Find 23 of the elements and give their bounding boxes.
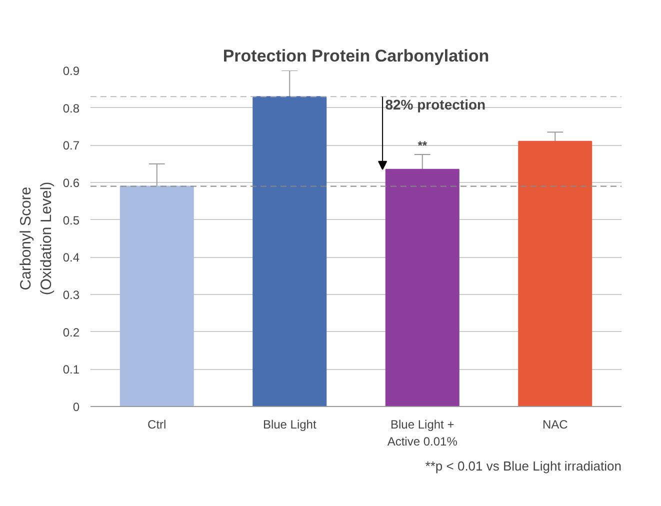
bar <box>252 96 327 406</box>
chart-title: Protection Protein Carbonylation <box>222 46 490 66</box>
y-tick-label: 0.4 <box>62 250 80 265</box>
x-tick-label: NAC <box>542 418 568 432</box>
text: **p < 0.01 vs Blue Light irradiation <box>425 458 622 474</box>
x-tick-label: Blue Light + Active 0.01% <box>387 418 458 448</box>
y-tick-label: 0.8 <box>62 101 80 116</box>
y-axis-title: Carbonyl Score (Oxidation Level) <box>17 182 55 296</box>
bar <box>120 186 194 406</box>
y-tick-label: 0.9 <box>62 64 80 78</box>
x-tick-label: Ctrl <box>148 418 166 432</box>
x-tick-label: Blue Light <box>262 418 317 432</box>
bar <box>518 140 592 406</box>
bar <box>385 168 460 406</box>
y-tick-label: 0.5 <box>62 213 80 228</box>
y-tick-label: 0.1 <box>62 362 80 377</box>
y-tick-label: 0.3 <box>62 288 80 302</box>
y-tick-label: 0.6 <box>62 176 80 190</box>
y-tick-label: 0.2 <box>62 325 80 340</box>
y-tick-label: 0 <box>72 400 80 414</box>
annotation: ** <box>418 138 428 153</box>
annotation: 82% protection <box>385 96 486 113</box>
y-tick-label: 0.7 <box>62 138 80 153</box>
